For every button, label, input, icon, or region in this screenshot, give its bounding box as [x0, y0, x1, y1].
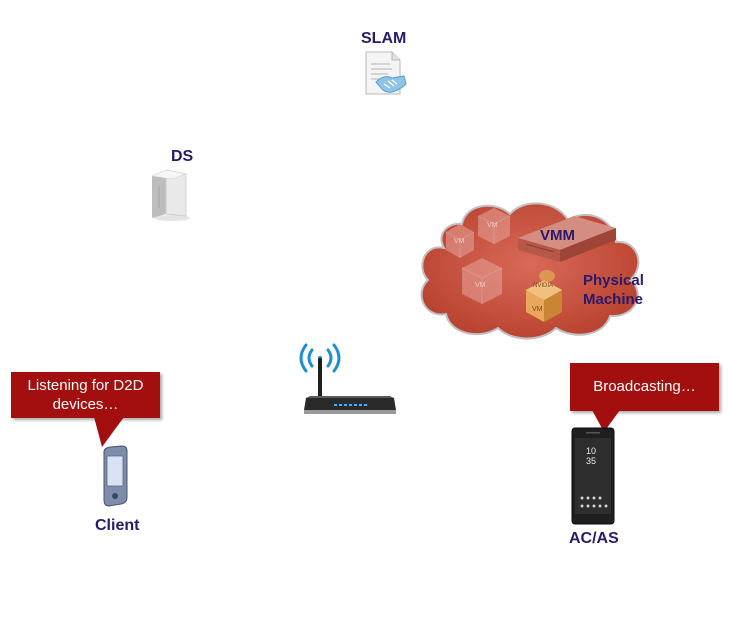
- vm-cube-1: [445, 224, 475, 258]
- cloud-icon: [420, 202, 640, 340]
- client-callout: Listening for D2D devices…: [11, 372, 160, 418]
- vm-label-3: VM: [475, 282, 486, 289]
- acas-callout: Broadcasting…: [570, 363, 719, 411]
- gpu-brand-text: NVIDIA: [533, 283, 554, 289]
- pda-icon: [103, 445, 128, 507]
- document-handshake-icon: [365, 51, 407, 95]
- vm-label-2: VM: [487, 222, 498, 229]
- server-tower-icon: [150, 169, 190, 221]
- acas-label: AC/AS: [569, 530, 619, 547]
- slam-label: SLAM: [361, 30, 407, 47]
- phone-time-hours: 10: [586, 446, 597, 456]
- client-callout-line-1: Listening for D2D: [27, 377, 144, 394]
- vm-cube-2: [477, 208, 511, 244]
- client-label: Client: [95, 517, 140, 534]
- client-callout-tail: [94, 417, 124, 447]
- phone-time-minutes: 35: [586, 456, 597, 466]
- ds-label: DS: [171, 148, 194, 165]
- vmm-label: VMM: [540, 227, 575, 244]
- vm-cube-3: [461, 258, 503, 304]
- smartphone-icon: [571, 427, 615, 525]
- acas-callout-tail: [592, 410, 620, 432]
- physical-machine-line-2: Machine: [583, 291, 644, 308]
- vm-label-1: VM: [454, 238, 465, 245]
- router-icon: [299, 343, 396, 414]
- gpu-cube-icon: [526, 270, 562, 322]
- vmm-server-icon: [518, 216, 616, 262]
- vm-label-4: VM: [532, 306, 543, 313]
- physical-machine-line-1: Physical: [583, 272, 644, 289]
- physical-machine-label: Physical Machine: [583, 271, 644, 309]
- client-callout-line-2: devices…: [52, 396, 119, 413]
